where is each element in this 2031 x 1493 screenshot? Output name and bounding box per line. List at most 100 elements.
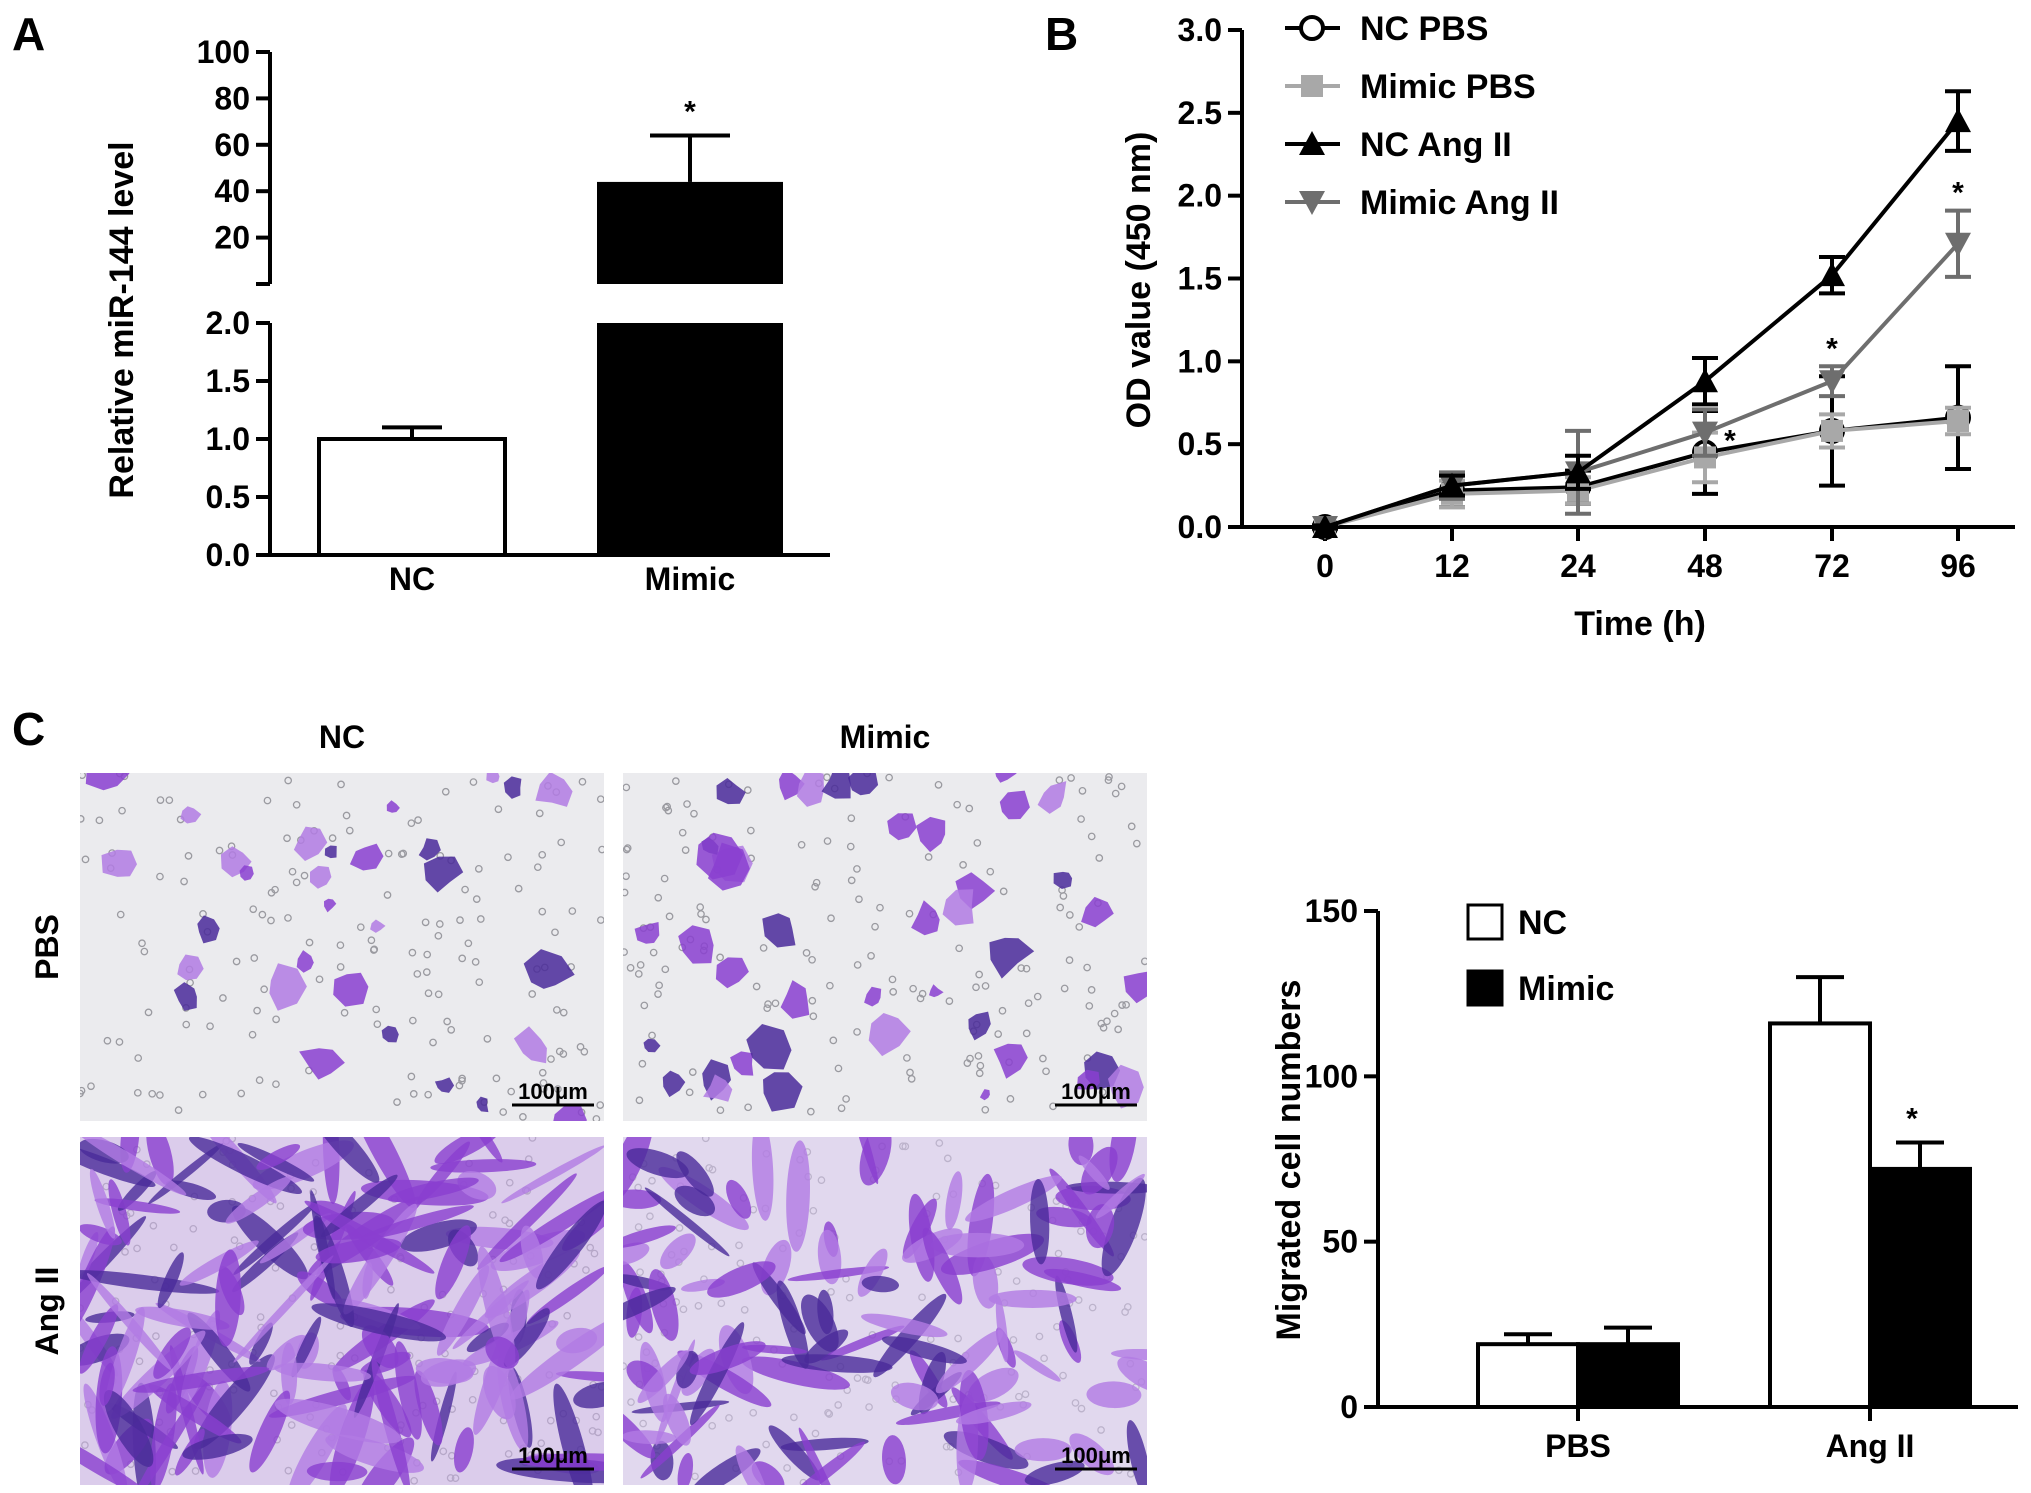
pore: [472, 895, 481, 903]
legend-swatch: [1466, 969, 1504, 1007]
cell: [306, 1461, 368, 1482]
pore: [846, 842, 855, 851]
pore: [640, 1001, 649, 1010]
pore: [1017, 964, 1026, 972]
cell: [768, 1425, 821, 1481]
pore: [356, 923, 365, 932]
cell: [555, 1371, 604, 1383]
significance-marker: *: [684, 96, 696, 129]
pore: [959, 861, 967, 869]
pore: [133, 1088, 142, 1097]
bar-nc: [317, 437, 507, 557]
marker-triangle-up: [1312, 514, 1338, 538]
significance-marker: *: [1724, 425, 1736, 458]
pore: [826, 981, 834, 990]
cell: [296, 950, 314, 973]
cell: [80, 1270, 220, 1294]
cell: [1068, 1137, 1094, 1166]
cell: [820, 1325, 905, 1361]
pore: [972, 983, 980, 992]
y-tick-label: 20: [214, 220, 250, 256]
y-tick-label: 50: [1322, 1224, 1358, 1260]
pore: [345, 826, 354, 835]
pore: [1087, 986, 1096, 994]
series-nc-ang-ii: [1312, 89, 1971, 538]
pore: [551, 928, 559, 937]
pore: [953, 800, 962, 809]
pore: [315, 975, 324, 984]
pore: [424, 1090, 433, 1099]
cell: [509, 1311, 604, 1400]
pore: [1083, 963, 1091, 972]
cell: [1078, 1155, 1110, 1190]
cell: [503, 776, 522, 799]
y-tick-label: 0.5: [1178, 426, 1222, 462]
cell: [414, 1370, 443, 1446]
pore: [1122, 1000, 1130, 1009]
pore: [847, 814, 856, 823]
marker-triangle-up: [1945, 108, 1971, 133]
pore: [328, 834, 337, 842]
cell: [291, 1316, 322, 1378]
cell: [1108, 1064, 1144, 1109]
pore: [408, 1016, 417, 1025]
y-tick-label: 0.0: [1178, 509, 1222, 545]
cell: [197, 915, 220, 944]
pore: [671, 777, 680, 785]
pore: [655, 981, 664, 990]
cell: [269, 963, 307, 1011]
legend-label: Mimic PBS: [1360, 68, 1536, 106]
stained-cells: [623, 1137, 1147, 1485]
pore: [535, 809, 544, 818]
significance-marker: *: [1826, 332, 1838, 365]
pore: [683, 800, 691, 808]
pore: [284, 914, 292, 922]
pore: [771, 999, 780, 1008]
cell: [741, 1356, 850, 1390]
marker-square: [1947, 409, 1969, 432]
pore: [292, 800, 301, 809]
pore: [743, 786, 752, 794]
pore: [665, 912, 674, 921]
series-mimic-ang-ii: [1312, 208, 1971, 540]
pore: [623, 844, 632, 852]
cell: [177, 954, 204, 981]
pore: [1042, 1067, 1050, 1076]
pore: [685, 1088, 694, 1097]
pore: [373, 1020, 382, 1029]
pore: [1078, 787, 1087, 795]
cell: [945, 1171, 963, 1230]
pore: [469, 778, 478, 786]
cell: [707, 1261, 776, 1298]
cell: [623, 1189, 662, 1209]
cell: [293, 826, 328, 861]
pore: [763, 1004, 772, 1013]
pore: [409, 1090, 418, 1098]
pore: [447, 1026, 456, 1034]
pore: [876, 903, 884, 912]
cell: [148, 1384, 242, 1444]
cell: [519, 1453, 604, 1471]
cell: [535, 773, 573, 807]
pore: [475, 978, 484, 987]
pore: [853, 865, 861, 873]
pore: [156, 796, 165, 804]
cell: [762, 913, 796, 948]
cell: [993, 1043, 1028, 1079]
legend-label: Mimic Ang II: [1360, 184, 1559, 222]
cell: [415, 1357, 474, 1384]
pore: [232, 957, 241, 966]
pore: [986, 867, 995, 876]
pore: [547, 1055, 555, 1063]
pore: [1110, 1009, 1119, 1018]
cell: [381, 1025, 399, 1043]
cell: [215, 1249, 241, 1347]
cell: [730, 1051, 754, 1076]
cell: [890, 1382, 939, 1411]
cell: [929, 984, 944, 998]
pore: [747, 826, 755, 835]
marker-triangle-down: [1945, 232, 1971, 257]
legend-label: NC Ang II: [1360, 126, 1512, 164]
cell: [958, 1459, 1065, 1485]
y-axis-title: Relative miR-144 level: [103, 141, 141, 498]
